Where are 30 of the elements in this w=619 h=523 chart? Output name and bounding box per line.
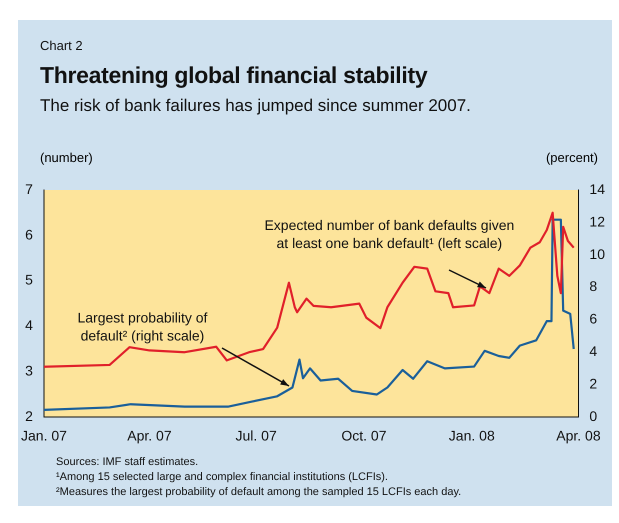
caption: Chart 2 — [40, 38, 83, 53]
y2-tick-label: 8 — [589, 278, 598, 294]
x-tick-label: Apr. 07 — [127, 427, 172, 444]
y2-tick-label: 6 — [589, 310, 598, 327]
chart-subtitle: The risk of bank failures has jumped since summer 2007. — [40, 96, 471, 116]
y2-tick-label: 2 — [589, 376, 598, 392]
x-tick-label: Jan. 08 — [448, 427, 495, 444]
chart-title: Threatening global financial stability — [40, 62, 428, 89]
y-axis-title: (number) — [40, 150, 93, 165]
y-tick-label: 3 — [25, 362, 34, 379]
annotation: Expected number of bank defaults given at least one bank default¹ (left scale) — [264, 216, 514, 251]
y-tick-label: 4 — [25, 317, 34, 334]
annotation: Largest probability of default² (right scale) — [77, 310, 208, 344]
y2-tick-label: 0 — [589, 408, 598, 424]
text: ²Measures the largest probability of default among the sampled 15 LCFIs each day. — [56, 485, 462, 500]
x-tick-label: Jan. 07 — [20, 427, 68, 444]
source-note: Sources: IMF staff estimates. — [56, 455, 200, 470]
y-tick-label: 7 — [25, 180, 34, 197]
y-tick-label: 6 — [25, 226, 34, 242]
y2-tick-label: 14 — [589, 180, 606, 197]
x-tick-label: Apr. 08 — [556, 427, 601, 444]
y2-tick-label: 4 — [589, 343, 598, 360]
x-tick-label: Oct. 07 — [341, 427, 387, 444]
y-tick-label: 2 — [25, 408, 34, 424]
y-tick-label: 5 — [25, 272, 34, 288]
text: ¹Among 15 selected large and complex financial institutions (LCFIs). — [56, 470, 389, 485]
y2-tick-label: 10 — [589, 246, 606, 262]
y2-tick-label: 12 — [589, 213, 606, 230]
y2-axis-title: (percent) — [546, 150, 598, 165]
x-tick-label: Jul. 07 — [235, 427, 277, 444]
